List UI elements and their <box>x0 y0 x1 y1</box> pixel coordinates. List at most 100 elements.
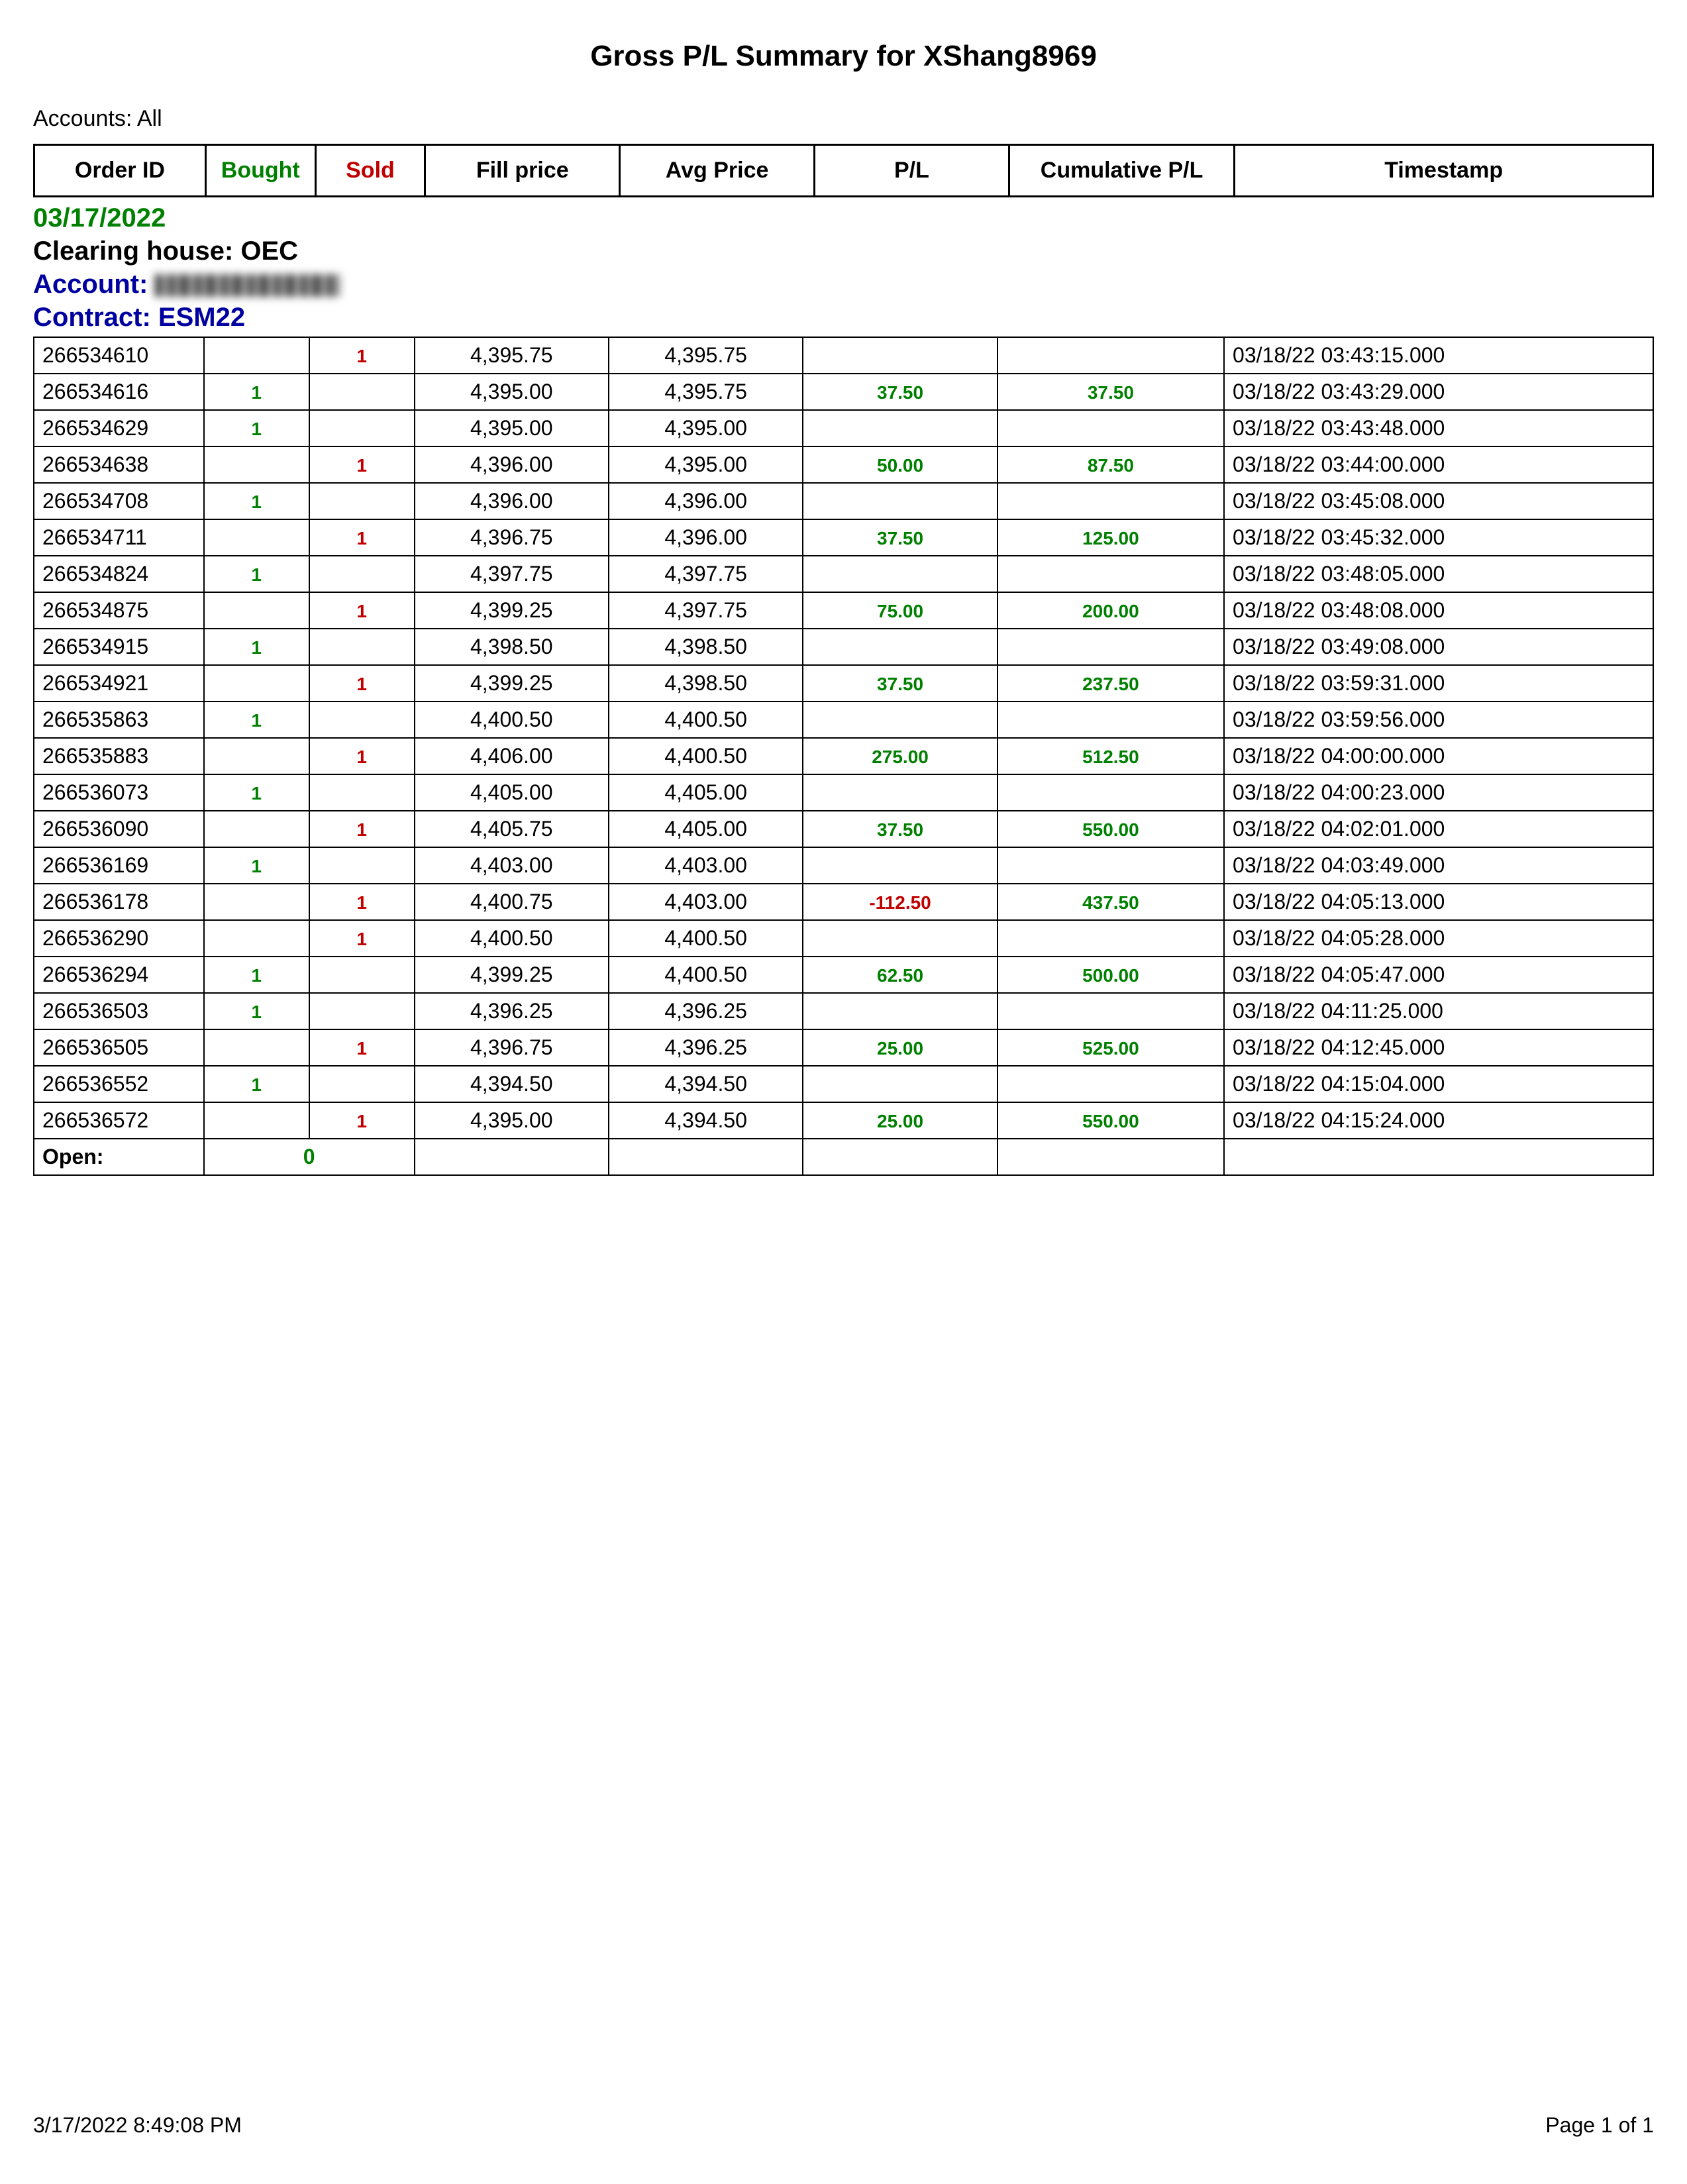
group-header: 03/17/2022 Clearing house: OEC Account: … <box>33 201 1654 334</box>
cell-timestamp: 03/18/22 04:05:47.000 <box>1224 957 1653 993</box>
cell-pl <box>803 337 997 374</box>
cell-cum-pl: 550.00 <box>997 1102 1224 1139</box>
cell-sold <box>309 774 415 811</box>
cell-avg-price: 4,394.50 <box>609 1102 803 1139</box>
cell-fill-price: 4,395.75 <box>415 337 609 374</box>
cell-fill-price: 4,395.00 <box>415 1102 609 1139</box>
cell-cum-pl: 37.50 <box>997 374 1224 410</box>
cell-order-id: 266536169 <box>34 847 204 884</box>
cell-avg-price: 4,405.00 <box>609 774 803 811</box>
cell-cum-pl <box>997 1066 1224 1102</box>
cell-pl: 37.50 <box>803 811 997 847</box>
cell-bought: 1 <box>204 1066 309 1102</box>
cell-fill-price: 4,395.00 <box>415 410 609 446</box>
cell-bought <box>204 592 309 629</box>
footer-page-number: Page 1 of 1 <box>1545 2113 1654 2138</box>
cell-pl <box>803 702 997 738</box>
cell-sold <box>309 847 415 884</box>
cell-sold: 1 <box>309 1102 415 1139</box>
table-row: 26653650514,396.754,396.2525.00525.0003/… <box>34 1029 1653 1066</box>
cell-pl: 62.50 <box>803 957 997 993</box>
cell-avg-price: 4,400.50 <box>609 702 803 738</box>
transactions-table: 26653461014,395.754,395.7503/18/22 03:43… <box>33 337 1654 1176</box>
table-row: 26653462914,395.004,395.0003/18/22 03:43… <box>34 410 1653 446</box>
cell-fill-price: 4,396.00 <box>415 483 609 519</box>
cell-avg-price: 4,395.00 <box>609 446 803 483</box>
cell-order-id: 266536090 <box>34 811 204 847</box>
cell-bought: 1 <box>204 993 309 1029</box>
cell-avg-price: 4,396.00 <box>609 519 803 556</box>
cell-fill-price: 4,400.50 <box>415 702 609 738</box>
cell-timestamp: 03/18/22 03:59:56.000 <box>1224 702 1653 738</box>
table-row: 26653629414,399.254,400.5062.50500.0003/… <box>34 957 1653 993</box>
cell-bought <box>204 1029 309 1066</box>
cell-timestamp: 03/18/22 03:59:31.000 <box>1224 665 1653 702</box>
cell-bought: 1 <box>204 374 309 410</box>
cell-pl: 25.00 <box>803 1029 997 1066</box>
cell-fill-price: 4,405.00 <box>415 774 609 811</box>
table-row: 26653617814,400.754,403.00-112.50437.500… <box>34 884 1653 920</box>
cell-timestamp: 03/18/22 04:15:04.000 <box>1224 1066 1653 1102</box>
cell-cum-pl <box>997 483 1224 519</box>
cell-avg-price: 4,398.50 <box>609 629 803 665</box>
cell-timestamp: 03/18/22 04:03:49.000 <box>1224 847 1653 884</box>
cell-fill-price: 4,399.25 <box>415 957 609 993</box>
cell-pl: 37.50 <box>803 519 997 556</box>
footer-timestamp: 3/17/2022 8:49:08 PM <box>33 2113 242 2138</box>
cell-fill-price: 4,398.50 <box>415 629 609 665</box>
cell-bought <box>204 920 309 957</box>
cell-order-id: 266535883 <box>34 738 204 774</box>
cell-bought <box>204 738 309 774</box>
empty-cell <box>997 1139 1224 1175</box>
cell-order-id: 266536572 <box>34 1102 204 1139</box>
cell-sold <box>309 629 415 665</box>
cell-fill-price: 4,400.50 <box>415 920 609 957</box>
cell-pl <box>803 483 997 519</box>
cell-avg-price: 4,400.50 <box>609 738 803 774</box>
table-row: 26653487514,399.254,397.7575.00200.0003/… <box>34 592 1653 629</box>
accounts-filter-label: Accounts: All <box>33 106 1654 132</box>
col-pl: P/L <box>815 145 1009 197</box>
group-contract: Contract: ESM22 <box>33 301 1654 334</box>
cell-fill-price: 4,396.75 <box>415 1029 609 1066</box>
cell-sold: 1 <box>309 446 415 483</box>
cell-cum-pl: 437.50 <box>997 884 1224 920</box>
cell-cum-pl <box>997 993 1224 1029</box>
table-row: 26653657214,395.004,394.5025.00550.0003/… <box>34 1102 1653 1139</box>
cell-fill-price: 4,396.00 <box>415 446 609 483</box>
cell-cum-pl <box>997 629 1224 665</box>
cell-pl <box>803 629 997 665</box>
cell-avg-price: 4,403.00 <box>609 884 803 920</box>
cell-avg-price: 4,400.50 <box>609 920 803 957</box>
cell-sold: 1 <box>309 884 415 920</box>
cell-cum-pl <box>997 920 1224 957</box>
cell-cum-pl <box>997 702 1224 738</box>
cell-cum-pl <box>997 774 1224 811</box>
table-row: 26653586314,400.504,400.5003/18/22 03:59… <box>34 702 1653 738</box>
cell-avg-price: 4,396.00 <box>609 483 803 519</box>
cell-order-id: 266534638 <box>34 446 204 483</box>
cell-timestamp: 03/18/22 04:15:24.000 <box>1224 1102 1653 1139</box>
col-cum-pl: Cumulative P/L <box>1009 145 1234 197</box>
cell-bought: 1 <box>204 483 309 519</box>
column-header-table: Order ID Bought Sold Fill price Avg Pric… <box>33 144 1654 197</box>
cell-sold <box>309 410 415 446</box>
table-row: 26653629014,400.504,400.5003/18/22 04:05… <box>34 920 1653 957</box>
table-row: 26653607314,405.004,405.0003/18/22 04:00… <box>34 774 1653 811</box>
cell-order-id: 266536505 <box>34 1029 204 1066</box>
table-row: 26653470814,396.004,396.0003/18/22 03:45… <box>34 483 1653 519</box>
cell-sold <box>309 702 415 738</box>
cell-order-id: 266534921 <box>34 665 204 702</box>
cell-avg-price: 4,396.25 <box>609 1029 803 1066</box>
table-row: 26653461614,395.004,395.7537.5037.5003/1… <box>34 374 1653 410</box>
cell-cum-pl <box>997 337 1224 374</box>
cell-pl <box>803 920 997 957</box>
cell-pl: 275.00 <box>803 738 997 774</box>
cell-cum-pl: 550.00 <box>997 811 1224 847</box>
cell-timestamp: 03/18/22 03:45:08.000 <box>1224 483 1653 519</box>
cell-avg-price: 4,395.75 <box>609 374 803 410</box>
cell-pl <box>803 1066 997 1102</box>
cell-timestamp: 03/18/22 04:12:45.000 <box>1224 1029 1653 1066</box>
cell-timestamp: 03/18/22 04:11:25.000 <box>1224 993 1653 1029</box>
cell-timestamp: 03/18/22 03:48:05.000 <box>1224 556 1653 592</box>
